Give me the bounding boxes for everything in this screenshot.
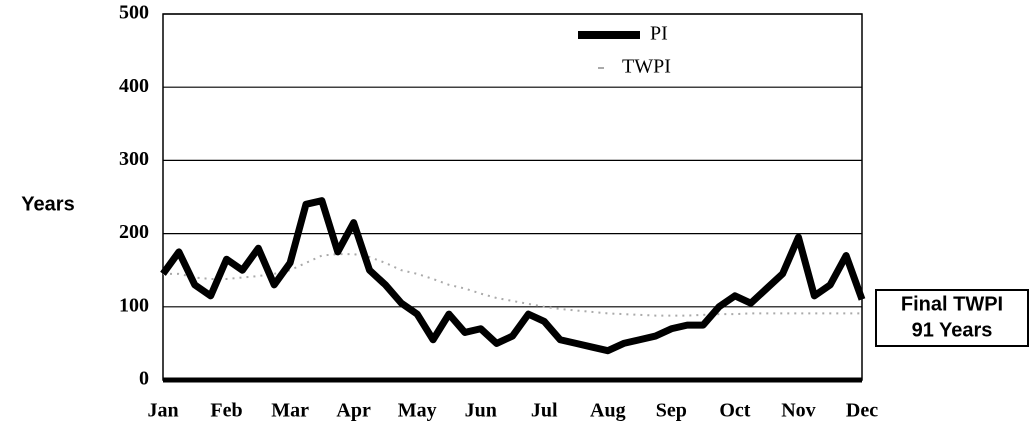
y-tick-label: 400 [119,75,149,97]
annotation: Final TWPI [901,293,1003,315]
x-tick-label: Jan [147,400,178,422]
x-tick-label: Jul [531,400,558,422]
y-tick-label: 200 [119,221,149,243]
legend-label: TWPI [622,56,671,78]
y-axis-label: Years [21,193,74,215]
x-tick-label: Oct [719,400,750,422]
plot-frame [162,13,863,381]
annotation: 91 Years [912,319,993,341]
series-line [160,197,866,355]
x-tick-label: Feb [210,400,242,422]
x-tick-label: Jun [465,400,497,422]
x-tick-label: Apr [336,400,371,422]
x-tick-label: May [398,400,437,422]
x-tick-label: Sep [656,400,687,422]
series-line [163,253,862,317]
y-tick-label: 300 [119,148,149,170]
legend-label: PI [650,23,668,45]
y-tick-label: 100 [119,294,149,316]
x-tick-label: Dec [846,400,878,422]
annotation-box [875,289,1029,347]
x-tick-label: Aug [590,400,626,422]
x-tick-label: Nov [781,400,815,422]
y-tick-label: 0 [139,368,149,390]
x-tick-label: Mar [271,400,309,422]
y-tick-label: 500 [119,2,149,24]
